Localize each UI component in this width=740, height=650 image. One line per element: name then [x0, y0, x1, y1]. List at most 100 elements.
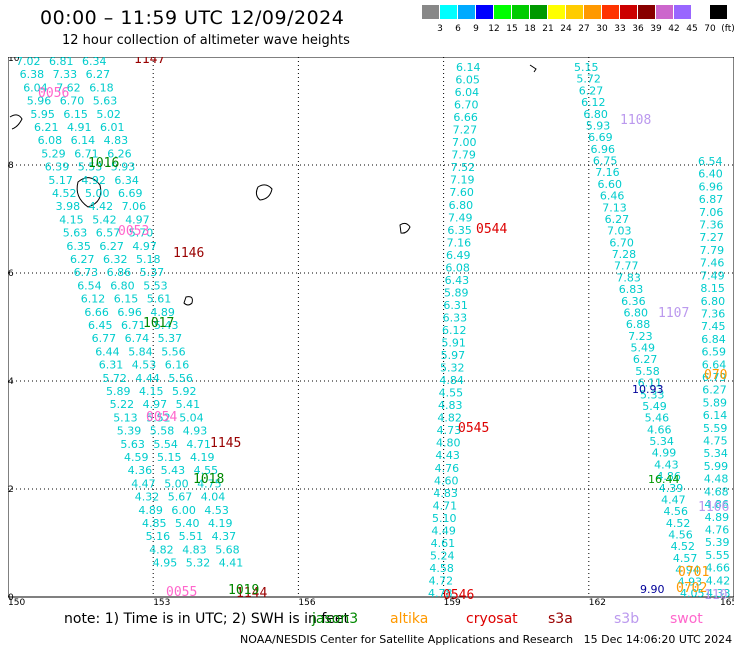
note-text: note: 1) Time is in UTC; 2) SWH is in fe…	[64, 611, 350, 627]
wave-height-label: 5.67	[168, 491, 193, 504]
pass-time-label: 1017	[143, 316, 174, 331]
wave-height-label: 6.32	[103, 253, 128, 266]
legend-swatch	[638, 5, 655, 19]
wave-height-label: 5.68	[215, 543, 240, 556]
wave-height-label: 7.16	[447, 236, 472, 249]
axis-ticks: 150 153 156 159 162 165 10 8 6 4 2 0	[8, 57, 734, 605]
chart-title: 00:00 – 11:59 UTC 12/09/2024	[40, 7, 345, 29]
wave-height-label: 5.84	[128, 345, 153, 358]
wave-height-label: 4.83	[104, 134, 129, 147]
wave-height-label: 6.49	[446, 249, 471, 262]
legend-swatch	[422, 5, 439, 19]
coastline-shape	[529, 64, 537, 73]
legend-swatch	[530, 5, 547, 19]
wave-height-label: 5.42	[92, 213, 117, 226]
y-tick-label: 8	[8, 161, 14, 171]
legend-level: 33	[614, 24, 626, 34]
wave-height-label: 4.15	[59, 213, 83, 226]
legend-level: 12	[488, 24, 500, 34]
wave-height-label: 6.11	[638, 377, 663, 390]
wave-height-label: 5.24	[430, 549, 455, 562]
wave-height-label: 6.27	[702, 384, 727, 397]
wave-height-label: 4.48	[704, 473, 729, 486]
wave-height-label: 6.83	[619, 283, 644, 296]
wave-height-label: 7.83	[616, 271, 641, 284]
legend-level: (ft)	[721, 24, 735, 34]
coastline-shape	[76, 177, 102, 208]
legend-swatch	[566, 5, 583, 19]
wave-height-label: 4.05	[680, 587, 705, 600]
wave-height-label: 4.97	[132, 240, 157, 253]
legend-level: 45	[686, 24, 698, 34]
wave-height-label: 4.47	[661, 493, 686, 506]
wave-height-label: 4.83	[433, 487, 458, 500]
wave-height-label: 5.54	[153, 438, 178, 451]
wave-height-label: 6.27	[86, 68, 111, 81]
wave-height-label: 5.18	[136, 253, 161, 266]
wave-height-label: 6.18	[89, 81, 114, 94]
wave-height-label: 4.52	[666, 517, 691, 530]
wave-height-label: 6.31	[99, 359, 124, 372]
wave-height-label: 3.98	[56, 200, 81, 213]
wave-height-label: 6.31	[443, 299, 468, 312]
wave-height-label: 4.39	[659, 482, 684, 495]
wave-height-label: 6.12	[581, 96, 606, 109]
wave-height-label: 4.82	[437, 412, 462, 425]
wave-height-label: 4.82	[149, 543, 174, 556]
coastline-shape	[255, 184, 273, 201]
legend-swatch	[548, 5, 565, 19]
wave-height-label: 7.36	[701, 307, 726, 320]
y-tick-label: 2	[8, 485, 14, 495]
wave-height-label: 4.78	[428, 587, 453, 600]
wave-height-label: 4.59	[124, 451, 149, 464]
wave-height-label: 7.49	[700, 269, 725, 282]
wave-height-label: 6.70	[609, 236, 634, 249]
wave-height-label: 5.32	[440, 362, 465, 375]
wave-height-label: 4.53	[204, 504, 229, 517]
wave-height-label: 4.55	[439, 387, 464, 400]
legend-swatch	[494, 5, 511, 19]
wave-height-label: 6.27	[605, 213, 630, 226]
wave-height-label: 6.86	[107, 266, 132, 279]
wave-height-label: 6.69	[588, 131, 613, 144]
legend-level: 15	[506, 24, 518, 34]
wave-height-label: 5.32	[186, 557, 211, 570]
wave-height-label: 5.63	[63, 227, 88, 240]
wave-height-label: 5.04	[179, 411, 204, 424]
pass-time-label: 1146	[173, 246, 204, 261]
coastline-shape	[399, 222, 411, 234]
wave-height-label: 6.46	[600, 190, 625, 203]
map-frame	[8, 57, 734, 598]
wave-height-label: 4.37	[212, 530, 237, 543]
wave-height-label: 7.19	[450, 174, 475, 187]
wave-height-label: 8.15	[700, 282, 725, 295]
legend-swatch	[476, 5, 493, 19]
wave-height-label: 4.15	[139, 385, 164, 398]
wave-height-label: 6.69	[118, 187, 143, 200]
wave-height-label: 5.10	[432, 512, 457, 525]
wave-height-label: 6.75	[593, 155, 618, 168]
wave-height-label: 7.79	[700, 244, 725, 257]
wave-height-label: 6.66	[453, 111, 478, 124]
map-grid	[8, 57, 734, 597]
wave-height-label: 4.93	[678, 575, 703, 588]
wave-height-label: 5.53	[143, 279, 168, 292]
wave-height-label: 6.64	[702, 358, 727, 371]
wave-height-label: 5.89	[702, 396, 727, 409]
wave-height-label: 4.60	[434, 474, 459, 487]
coastlines	[9, 64, 537, 306]
wave-height-label: 6.14	[703, 409, 728, 422]
wave-height-label: 6.60	[598, 178, 623, 191]
wave-height-label: 6.77	[92, 332, 117, 345]
wave-height-label: 5.43	[161, 464, 186, 477]
wave-height-label: 5.95	[30, 108, 55, 121]
wave-height-label: 6.70	[60, 95, 85, 108]
wave-height-label: 4.97	[143, 398, 168, 411]
wave-height-label: 7.06	[699, 206, 724, 219]
x-tick-label: 165	[720, 598, 734, 605]
wave-height-map: 7.02 6.81 6.34 6.38 7.33 6.27 6.04 7.62 6.18 5.96…	[8, 57, 734, 605]
wave-height-label: 7.60	[449, 186, 474, 199]
pass-time-label: 0054	[146, 410, 177, 425]
pass-time-label: 1106	[698, 500, 729, 515]
wave-height-label: 4.71	[433, 499, 458, 512]
